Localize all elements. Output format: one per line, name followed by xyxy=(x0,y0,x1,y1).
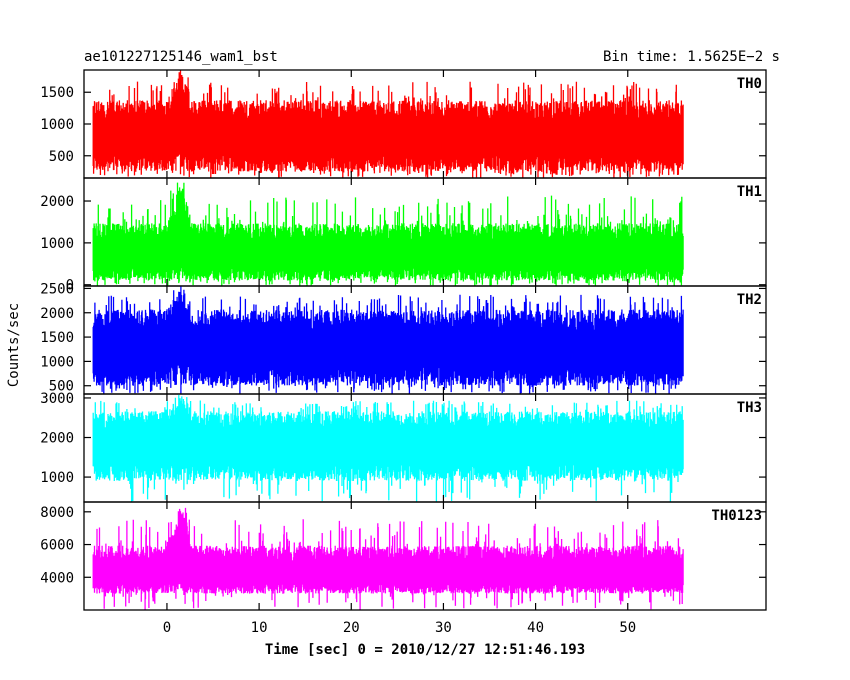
series-th1-line xyxy=(92,182,684,286)
series-name-label: TH2 xyxy=(737,292,762,308)
bin-time-label: Bin time: 1.5625E−2 s xyxy=(603,49,780,65)
y-tick-label: 1000 xyxy=(40,470,74,486)
y-tick-label: 2500 xyxy=(40,281,74,297)
plot-title: ae101227125146_wam1_bst xyxy=(84,49,278,65)
series-th3-band xyxy=(93,429,684,462)
y-tick-label: 6000 xyxy=(40,538,74,554)
y-tick-label: 8000 xyxy=(40,505,74,521)
series-th2-band xyxy=(93,330,684,366)
y-tick-label: 1000 xyxy=(40,117,74,133)
x-tick-label: 30 xyxy=(435,620,452,636)
y-tick-label: 500 xyxy=(49,379,74,395)
x-tick-label: 20 xyxy=(343,620,360,636)
y-tick-label: 4000 xyxy=(40,570,74,586)
y-axis-label: Counts/sec xyxy=(6,303,22,387)
series-name-label: TH0123 xyxy=(711,508,762,524)
y-tick-label: 1500 xyxy=(40,330,74,346)
panel-th3: 1000 2000 3000 TH3 xyxy=(40,391,767,503)
panel-th1: 0 1000 2000 TH1 xyxy=(40,177,767,294)
y-tick-label: 2000 xyxy=(40,306,74,322)
panel-th0123: 4000 6000 8000 TH0123 xyxy=(40,501,767,611)
panel-th0: 500 1000 1500 TH0 xyxy=(40,69,767,179)
x-tick-label: 40 xyxy=(527,620,544,636)
y-tick-label: 1000 xyxy=(40,354,74,370)
series-name-label: TH1 xyxy=(737,184,762,200)
series-name-label: TH3 xyxy=(737,400,762,416)
series-th1-band xyxy=(93,240,684,267)
series-th0123-band xyxy=(93,560,684,583)
series-name-label: TH0 xyxy=(737,76,762,92)
y-tick-label: 1500 xyxy=(40,85,74,101)
x-tick-label: 0 xyxy=(163,620,171,636)
y-tick-label: 0 xyxy=(66,278,74,294)
y-tick-label: 1000 xyxy=(40,236,74,252)
y-tick-label: 2000 xyxy=(40,431,74,447)
series-th0123-line xyxy=(92,507,684,610)
panels-group: 500 1000 1500 TH0 0 1000 2000 TH1 500 1000 1500 200… xyxy=(40,69,767,611)
x-tick-label: 50 xyxy=(619,620,636,636)
x-axis: 0 10 20 30 40 50 xyxy=(163,620,636,636)
panel-frame xyxy=(83,501,767,611)
y-tick-label: 2000 xyxy=(40,194,74,210)
y-tick-label: 3000 xyxy=(40,391,74,407)
series-th0-band xyxy=(93,120,684,154)
x-tick-label: 10 xyxy=(251,620,268,636)
x-axis-label: Time [sec] 0 = 2010/12/27 12:51:46.193 xyxy=(265,642,585,658)
panel-th2: 500 1000 1500 2000 2500 TH2 xyxy=(40,281,767,395)
y-tick-label: 500 xyxy=(49,149,74,165)
